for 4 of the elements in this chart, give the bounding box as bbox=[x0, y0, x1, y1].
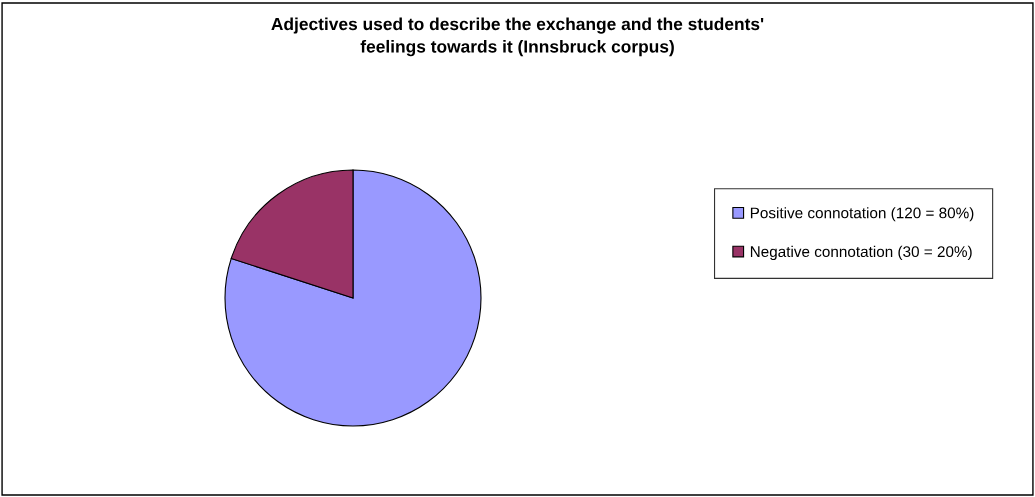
legend-label: Positive connotation (120 = 80%) bbox=[750, 207, 974, 222]
legend-label: Negative connotation (30 = 20%) bbox=[750, 245, 972, 261]
chart-title: Adjectives used to describe the exchange and the students' feelings towards it (Innsbruck corpus) bbox=[271, 17, 764, 57]
pie-slice bbox=[224, 169, 482, 427]
